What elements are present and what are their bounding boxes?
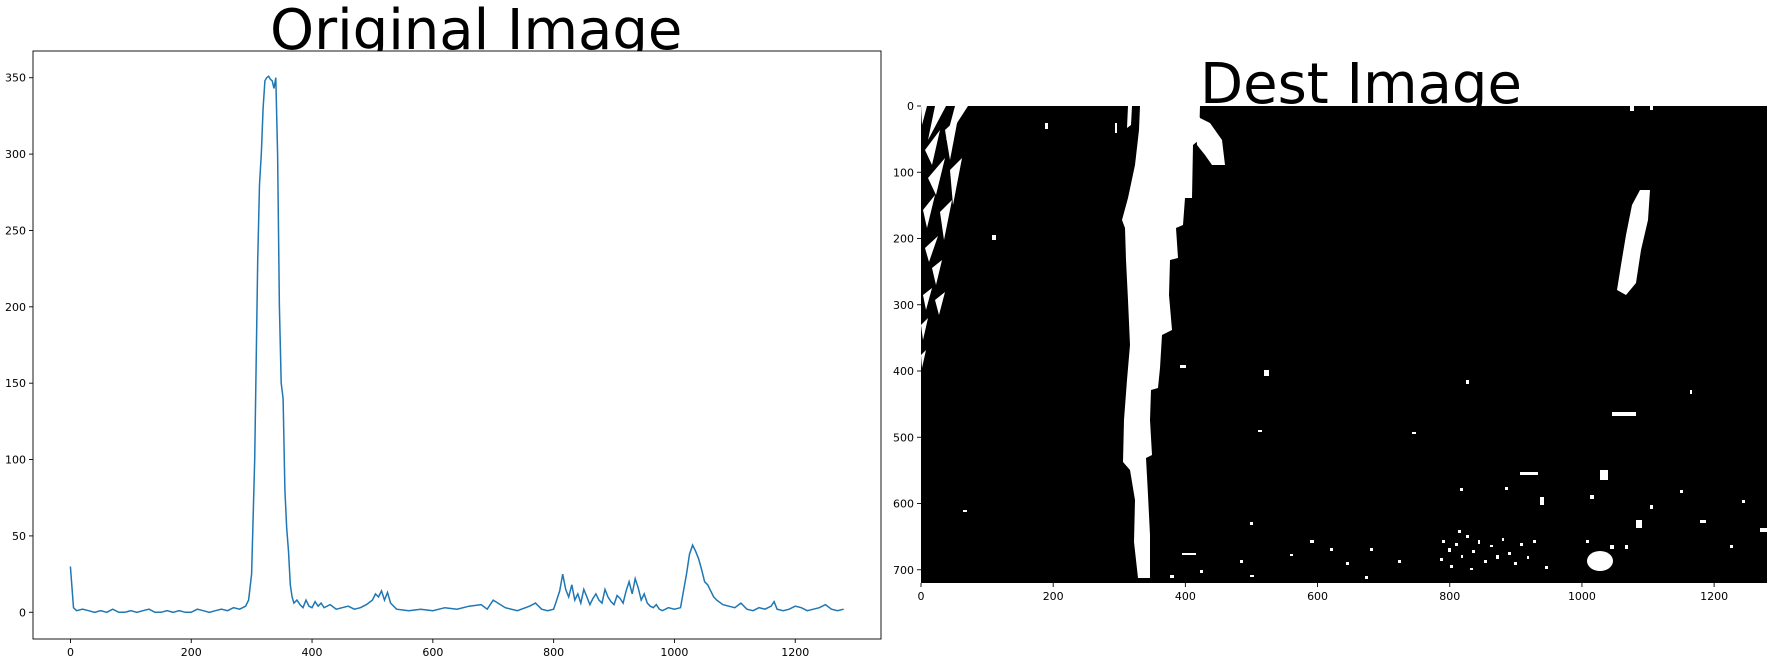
x-tick-label: 0 (67, 646, 74, 658)
left-lane-line (1122, 106, 1200, 578)
lane-blob-top (1195, 106, 1225, 165)
histogram-series-line (69, 75, 844, 614)
y-tick-label: 300 (893, 299, 914, 312)
histogram-plot-frame (32, 50, 882, 640)
x-tick-label: 200 (181, 646, 202, 658)
y-tick-label: 50 (12, 530, 26, 543)
y-tick-label: 600 (893, 498, 914, 511)
bottom-speckle (1170, 490, 1733, 579)
right-chart-title: Dest Image (1200, 52, 1522, 117)
binary-image-background (921, 106, 1767, 583)
image-x-axis: 0 200 400 600 800 1000 1200 (918, 583, 1728, 603)
x-tick-label: 600 (1307, 590, 1328, 603)
x-tick-label: 1200 (781, 646, 809, 658)
x-tick-label: 800 (1439, 590, 1460, 603)
noise-specks (963, 106, 1767, 563)
x-tick-label: 200 (1043, 590, 1064, 603)
image-y-axis: 0 100 200 300 400 500 600 700 (893, 100, 921, 577)
lane-blob-top-2 (1127, 106, 1132, 128)
histogram-plot-background (33, 51, 881, 639)
y-tick-label: 300 (5, 148, 26, 161)
y-tick-label: 500 (893, 431, 914, 444)
y-tick-label: 150 (5, 377, 26, 390)
y-tick-label: 400 (893, 365, 914, 378)
left-chart-title: Original Image (270, 0, 683, 63)
y-tick-label: 250 (5, 224, 26, 237)
histogram-x-axis: 0 200 400 600 800 1000 1200 (67, 639, 809, 658)
x-tick-label: 1000 (660, 646, 688, 658)
y-tick-label: 0 (19, 606, 26, 619)
histogram-plot: 0 200 400 600 800 1000 1200 0 50 100 150 200 250 300… (5, 50, 882, 658)
histogram-y-axis: 0 50 100 150 200 250 300 350 (5, 72, 33, 619)
x-tick-label: 0 (918, 590, 925, 603)
x-tick-label: 400 (1175, 590, 1196, 603)
x-tick-label: 800 (543, 646, 564, 658)
x-tick-label: 600 (422, 646, 443, 658)
binary-image-white-pixels (921, 106, 1767, 579)
left-edge-noise (921, 106, 968, 368)
y-tick-label: 350 (5, 72, 26, 85)
y-tick-label: 100 (893, 166, 914, 179)
binary-image-plot: 0 200 400 600 800 1000 1200 0 100 200 300 400 500 60… (893, 100, 1767, 603)
x-tick-label: 1200 (1700, 590, 1728, 603)
y-tick-label: 200 (893, 233, 914, 246)
x-tick-label: 400 (302, 646, 323, 658)
y-tick-label: 200 (5, 301, 26, 314)
y-tick-label: 0 (907, 100, 914, 113)
y-tick-label: 100 (5, 454, 26, 467)
x-tick-label: 1000 (1568, 590, 1596, 603)
bottom-bright-blob (1587, 551, 1613, 571)
y-tick-label: 700 (893, 564, 914, 577)
right-lane-dash (1617, 190, 1650, 295)
